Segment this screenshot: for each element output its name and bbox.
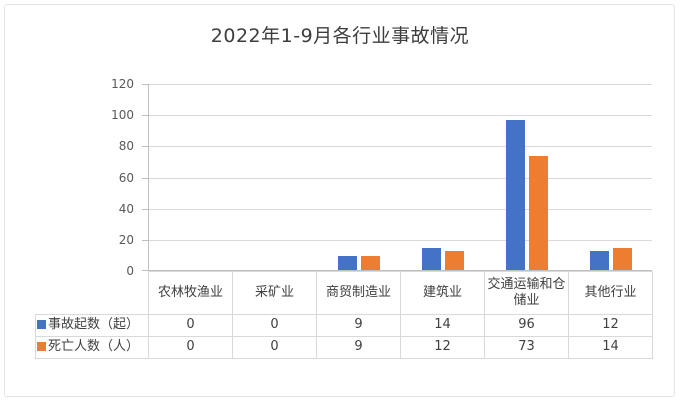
category-header-1: 采矿业 xyxy=(232,271,317,315)
value-cell-accidents-5: 12 xyxy=(568,314,653,337)
legend-label: 事故起数（起） xyxy=(48,317,140,333)
bar-accidents-5 xyxy=(590,251,609,270)
gridline-y40 xyxy=(149,209,652,210)
table-row-deaths: 死亡人数（人） 0 0 9 12 73 14 xyxy=(35,336,653,359)
chart-title: 2022年1-9月各行业事故情况 xyxy=(210,25,470,47)
legend-label: 死亡人数（人） xyxy=(48,339,140,355)
y-tick-20 xyxy=(142,240,148,241)
gridline-y60 xyxy=(149,178,652,179)
category-header-5: 其他行业 xyxy=(568,271,653,315)
y-tick-label-0: 0 xyxy=(126,264,134,278)
value-cell-accidents-2: 9 xyxy=(316,314,401,337)
y-tick-80 xyxy=(142,146,148,147)
y-tick-100 xyxy=(142,115,148,116)
y-tick-60 xyxy=(142,178,148,179)
category-header-4: 交通运输和仓储业 xyxy=(484,271,569,315)
legend-swatch-icon xyxy=(37,320,46,330)
category-header-2: 商贸制造业 xyxy=(316,271,401,315)
bar-accidents-3 xyxy=(422,248,441,270)
bar-accidents-2 xyxy=(338,256,357,270)
value-cell-deaths-3: 12 xyxy=(400,336,485,359)
value-cell-deaths-5: 14 xyxy=(568,336,653,359)
y-tick-label-60: 60 xyxy=(118,171,134,185)
bar-deaths-3 xyxy=(445,251,464,270)
value-cell-accidents-4: 96 xyxy=(484,314,569,337)
y-tick-120 xyxy=(142,84,148,85)
value-cell-accidents-3: 14 xyxy=(400,314,485,337)
gridline-y120 xyxy=(149,84,652,85)
y-tick-label-120: 120 xyxy=(111,77,134,91)
y-tick-0 xyxy=(142,270,148,271)
legend-key-deaths: 死亡人数（人） xyxy=(35,336,149,359)
bar-deaths-5 xyxy=(613,248,632,270)
value-cell-deaths-2: 9 xyxy=(316,336,401,359)
bar-deaths-4 xyxy=(529,156,548,270)
y-tick-label-40: 40 xyxy=(118,202,134,216)
bar-deaths-2 xyxy=(361,256,380,270)
legend-key-accidents: 事故起数（起） xyxy=(35,314,149,337)
y-tick-label-80: 80 xyxy=(118,139,134,153)
category-header-3: 建筑业 xyxy=(400,271,485,315)
bar-accidents-4 xyxy=(506,120,525,270)
value-cell-deaths-4: 73 xyxy=(484,336,569,359)
gridline-y80 xyxy=(149,146,652,147)
value-cell-accidents-1: 0 xyxy=(232,314,317,337)
table-corner-cell xyxy=(36,272,149,315)
value-cell-deaths-0: 0 xyxy=(148,336,233,359)
value-cell-deaths-1: 0 xyxy=(232,336,317,359)
y-tick-40 xyxy=(142,209,148,210)
y-tick-label-100: 100 xyxy=(111,108,134,122)
category-header-0: 农林牧渔业 xyxy=(148,271,233,315)
value-cell-accidents-0: 0 xyxy=(148,314,233,337)
gridline-y20 xyxy=(149,240,652,241)
table-row-accidents: 事故起数（起） 0 0 9 14 96 12 xyxy=(35,314,653,337)
gridline-y100 xyxy=(149,115,652,116)
plot-area xyxy=(142,84,652,271)
y-axis-labels: 0 20 40 60 80 100 120 xyxy=(0,77,140,278)
data-table: 农林牧渔业 采矿业 商贸制造业 建筑业 交通运输和仓储业 其他行业 事故起数（起） 0 0 9 14… xyxy=(35,271,653,359)
y-tick-label-20: 20 xyxy=(118,233,134,247)
legend-swatch-icon xyxy=(37,342,46,352)
